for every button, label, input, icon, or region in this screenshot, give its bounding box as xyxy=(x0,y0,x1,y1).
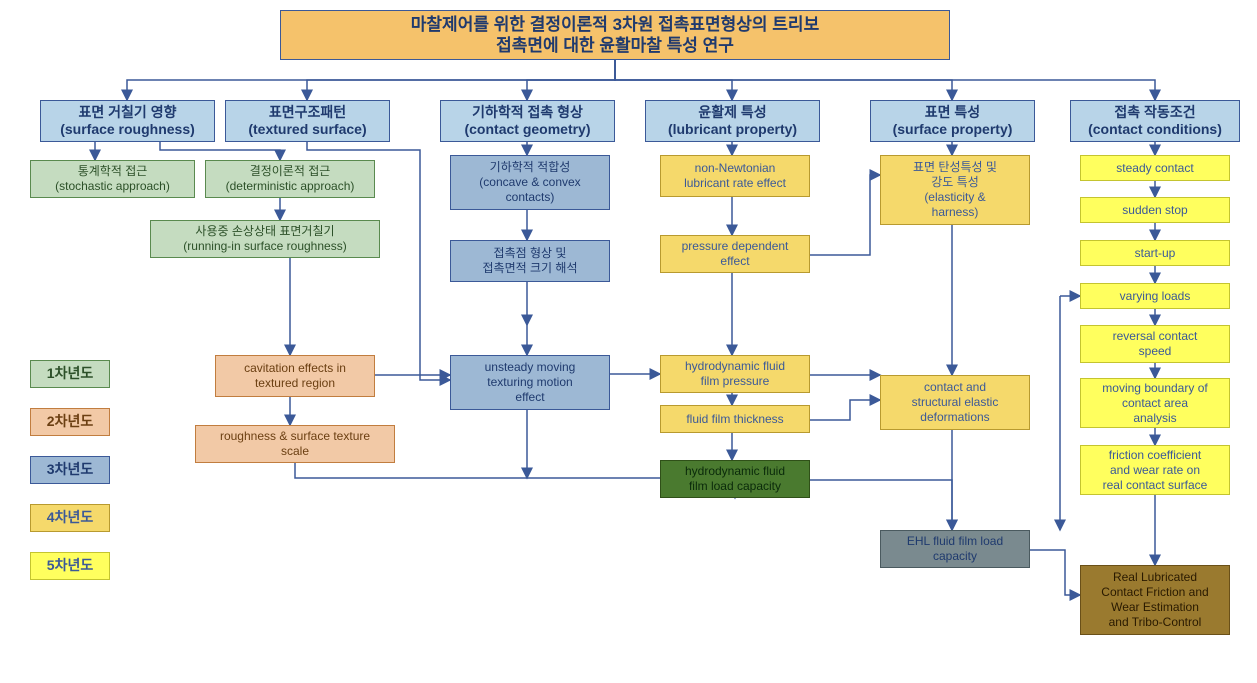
node-friction-coeff: friction coefficient and wear rate on re… xyxy=(1080,445,1230,495)
cat-contact-conditions: 접촉 작동조건 (contact conditions) xyxy=(1070,100,1240,142)
node-non-newtonian: non-Newtonian lubricant rate effect xyxy=(660,155,810,197)
node-roughness-scale: roughness & surface texture scale xyxy=(195,425,395,463)
node-cavitation: cavitation effects in textured region xyxy=(215,355,375,397)
node-elastic-deform: contact and structural elastic deformati… xyxy=(880,375,1030,430)
node-varying-loads: varying loads xyxy=(1080,283,1230,309)
legend-year2: 2차년도 xyxy=(30,408,110,436)
node-film-pressure: hydrodynamic fluid film pressure xyxy=(660,355,810,393)
node-reversal-speed: reversal contact speed xyxy=(1080,325,1230,363)
legend-year1: 1차년도 xyxy=(30,360,110,388)
node-load-capacity: hydrodynamic fluid film load capacity xyxy=(660,460,810,498)
legend-year3: 3차년도 xyxy=(30,456,110,484)
node-tribo-control: Real Lubricated Contact Friction and Wea… xyxy=(1080,565,1230,635)
node-stochastic: 통계학적 접근 (stochastic approach) xyxy=(30,160,195,198)
node-ehl-capacity: EHL fluid film load capacity xyxy=(880,530,1030,568)
node-startup: start-up xyxy=(1080,240,1230,266)
node-pressure-dependent: pressure dependent effect xyxy=(660,235,810,273)
node-moving-boundary: moving boundary of contact area analysis xyxy=(1080,378,1230,428)
node-concave-convex: 기하학적 적합성 (concave & convex contacts) xyxy=(450,155,610,210)
node-film-thickness: fluid film thickness xyxy=(660,405,810,433)
node-sudden-stop: sudden stop xyxy=(1080,197,1230,223)
node-deterministic: 결정이론적 접근 (deterministic approach) xyxy=(205,160,375,198)
title-box: 마찰제어를 위한 결정이론적 3차원 접촉표면형상의 트리보 접촉면에 대한 윤… xyxy=(280,10,950,60)
node-contact-point: 접촉점 형상 및 접촉면적 크기 해석 xyxy=(450,240,610,282)
node-steady: steady contact xyxy=(1080,155,1230,181)
cat-textured-surface: 표면구조패턴 (textured surface) xyxy=(225,100,390,142)
legend-year4: 4차년도 xyxy=(30,504,110,532)
title-text: 마찰제어를 위한 결정이론적 3차원 접촉표면형상의 트리보 접촉면에 대한 윤… xyxy=(411,14,819,57)
node-elasticity: 표면 탄성특성 및 강도 특성 (elasticity & harness) xyxy=(880,155,1030,225)
cat-surface-roughness: 표면 거칠기 영향 (surface roughness) xyxy=(40,100,215,142)
legend-year5: 5차년도 xyxy=(30,552,110,580)
cat-surface-property: 표면 특성 (surface property) xyxy=(870,100,1035,142)
node-running-in: 사용중 손상상태 표면거칠기 (running-in surface rough… xyxy=(150,220,380,258)
cat-contact-geometry: 기하학적 접촉 형상 (contact geometry) xyxy=(440,100,615,142)
node-unsteady-moving: unsteady moving texturing motion effect xyxy=(450,355,610,410)
cat-lubricant-property: 윤활제 특성 (lubricant property) xyxy=(645,100,820,142)
